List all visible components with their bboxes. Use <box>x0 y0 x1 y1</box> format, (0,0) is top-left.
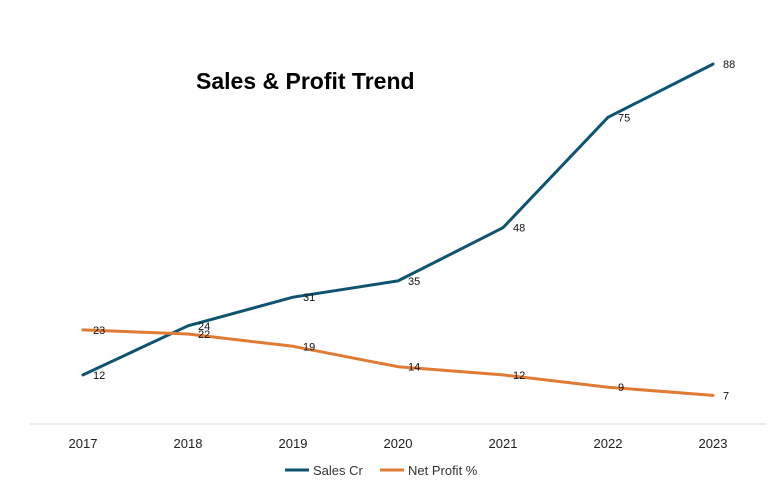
data-label-sales-cr: 48 <box>513 223 525 235</box>
x-tick-label: 2020 <box>384 436 413 451</box>
data-label-sales-cr: 35 <box>408 276 420 288</box>
series-line-sales-cr <box>81 62 715 377</box>
x-tick-label: 2018 <box>174 436 203 451</box>
x-tick-label: 2019 <box>279 436 308 451</box>
legend-label-sales-cr: Sales Cr <box>313 463 364 478</box>
series-line-net-profit <box>81 328 715 397</box>
data-label-net-profit: 7 <box>723 390 729 402</box>
data-label-net-profit: 23 <box>93 325 105 337</box>
data-label-sales-cr: 24 <box>198 321 210 333</box>
data-label-sales-cr: 75 <box>618 112 630 124</box>
data-label-net-profit: 12 <box>513 370 525 382</box>
chart-title: Sales & Profit Trend <box>196 68 415 94</box>
x-axis-ticks: 2017 2018 2019 2020 2021 2022 2023 <box>69 436 728 451</box>
data-label-net-profit: 14 <box>408 362 420 374</box>
series-lines <box>81 62 715 397</box>
x-tick-label: 2023 <box>699 436 728 451</box>
data-labels: 12 24 31 35 48 75 88 23 22 19 14 12 9 7 <box>93 59 735 402</box>
data-label-sales-cr: 31 <box>303 292 315 304</box>
x-tick-label: 2017 <box>69 436 98 451</box>
data-label-sales-cr: 12 <box>93 370 105 382</box>
legend: Sales Cr Net Profit % <box>285 463 478 478</box>
data-label-net-profit: 22 <box>198 329 210 341</box>
x-tick-label: 2022 <box>594 436 623 451</box>
legend-label-net-profit: Net Profit % <box>408 463 478 478</box>
data-label-sales-cr: 88 <box>723 59 735 71</box>
data-label-net-profit: 9 <box>618 382 624 394</box>
x-tick-label: 2021 <box>489 436 518 451</box>
data-label-net-profit: 19 <box>303 341 315 353</box>
